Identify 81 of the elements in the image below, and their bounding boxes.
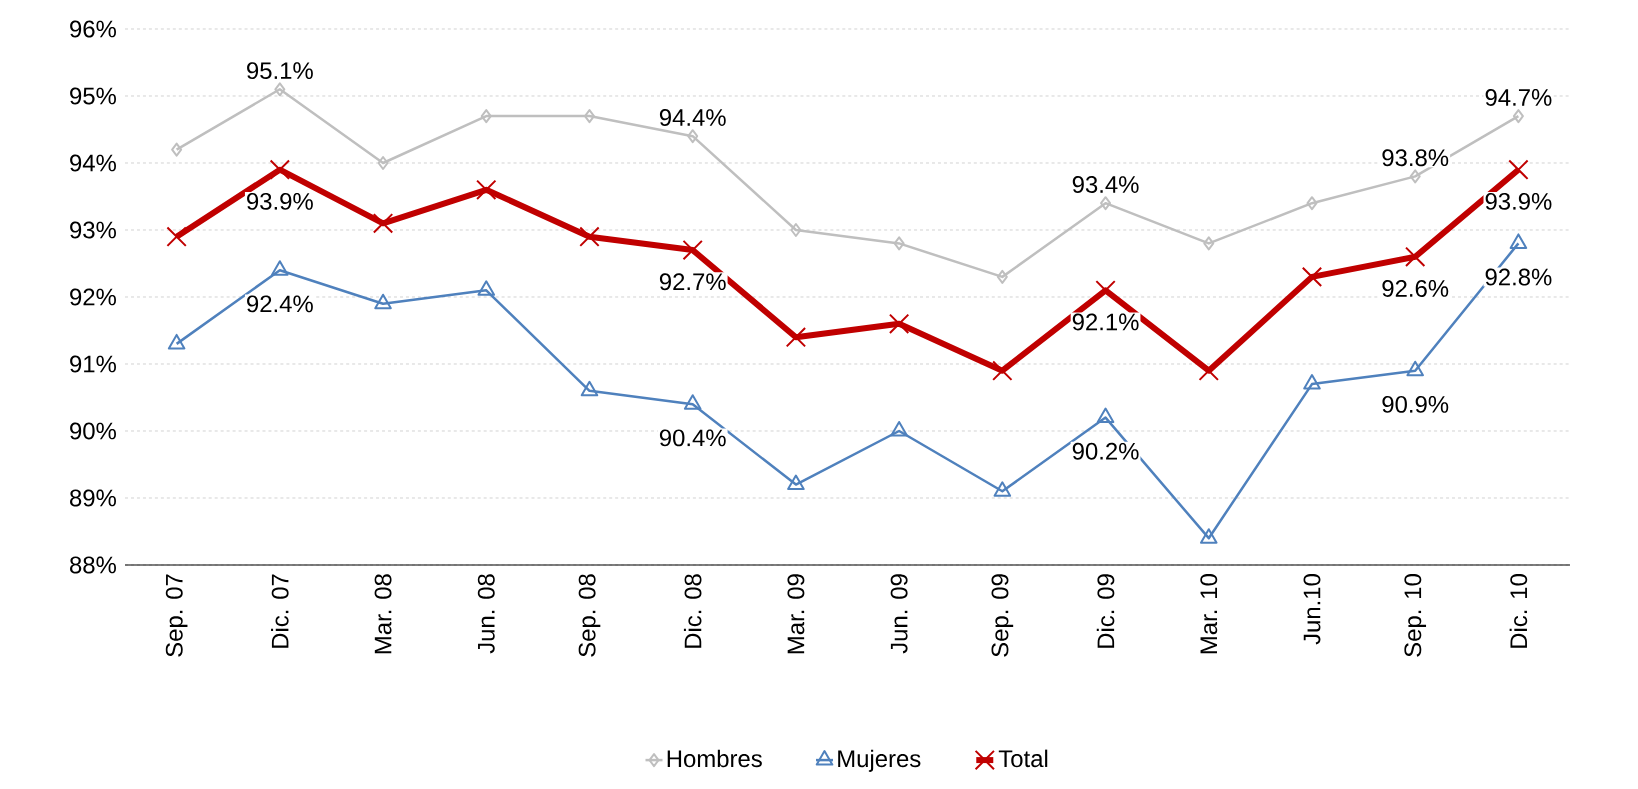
- point: [992, 360, 1013, 381]
- data-label: 92.8%: [1485, 268, 1552, 286]
- y-tick-label: 95%: [70, 87, 116, 105]
- data-label: 92.7%: [659, 273, 726, 291]
- point: [1303, 374, 1321, 390]
- point: [1301, 266, 1323, 288]
- point: [790, 222, 802, 237]
- point: [1406, 360, 1424, 377]
- point: [377, 155, 389, 170]
- point: [888, 313, 910, 334]
- data-label: 92.6%: [1382, 280, 1449, 297]
- x-tick-label: Dic. 08: [683, 574, 702, 648]
- x-tick-label: Mar. 08: [374, 574, 392, 654]
- point: [682, 239, 703, 261]
- x-tick-label: Jun.10: [1303, 574, 1321, 645]
- point: [687, 129, 699, 144]
- point: [167, 333, 186, 350]
- x-tick-label: Jun. 09: [890, 574, 908, 654]
- point: [480, 109, 492, 124]
- data-label: 90.4%: [659, 429, 726, 447]
- point: [477, 280, 496, 296]
- x-tick-label: Sep. 08: [578, 574, 601, 657]
- point: [579, 226, 600, 247]
- legend-label: Total: [998, 749, 1048, 768]
- legend-label: Hombres: [667, 749, 762, 768]
- x-tick-label: Mar. 09: [787, 574, 805, 654]
- point: [785, 327, 807, 348]
- point: [1096, 407, 1115, 424]
- y-tick-label: 94%: [70, 154, 116, 172]
- point: [890, 420, 908, 437]
- x-tick-label: Mar. 10: [1200, 574, 1218, 654]
- point: [1100, 196, 1112, 211]
- point: [271, 260, 289, 276]
- y-tick-label: 93%: [70, 221, 116, 239]
- point: [1509, 233, 1528, 249]
- point: [580, 380, 599, 397]
- data-label: 93.9%: [247, 192, 313, 210]
- data-label: 93.9%: [1485, 192, 1552, 210]
- data-label: 90.9%: [1382, 395, 1449, 413]
- y-tick-label: 89%: [70, 489, 116, 507]
- x-tick-label: Dic. 07: [271, 574, 289, 648]
- x-tick-label: Dic. 09: [1096, 574, 1115, 648]
- point: [476, 179, 497, 200]
- data-label: 95.1%: [247, 62, 313, 80]
- point: [1203, 236, 1215, 251]
- data-label: 92.4%: [247, 295, 313, 313]
- data-label: 94.7%: [1485, 88, 1552, 106]
- x-tick-label: Jun. 08: [477, 574, 495, 654]
- x-tick-label: Sep. 07: [165, 574, 188, 657]
- point: [996, 269, 1008, 284]
- point: [1512, 109, 1524, 124]
- y-tick-label: 90%: [70, 422, 116, 440]
- point: [683, 394, 702, 410]
- x-tick-label: Sep. 09: [991, 574, 1014, 657]
- point: [374, 293, 392, 310]
- point: [1199, 528, 1218, 544]
- data-label: 93.8%: [1382, 149, 1449, 167]
- point: [166, 226, 187, 247]
- x-tick-label: Dic. 10: [1509, 574, 1528, 648]
- point: [1405, 246, 1426, 267]
- data-label: 94.4%: [659, 109, 726, 126]
- point: [893, 236, 905, 251]
- data-label: 90.2%: [1072, 442, 1139, 460]
- point: [1409, 169, 1421, 184]
- point: [274, 82, 286, 97]
- y-tick-label: 91%: [70, 355, 116, 373]
- y-tick-label: 92%: [70, 288, 116, 306]
- point: [372, 213, 394, 234]
- point: [171, 142, 183, 157]
- data-label: 92.1%: [1072, 313, 1139, 331]
- y-tick-label: 88%: [70, 556, 116, 574]
- x-tick-label: Sep. 10: [1404, 574, 1427, 657]
- point: [269, 159, 291, 180]
- point: [787, 474, 805, 491]
- y-tick-label: 96%: [70, 20, 116, 38]
- point: [1306, 196, 1318, 211]
- point: [583, 109, 595, 124]
- legend-label: Mujeres: [838, 749, 921, 772]
- point: [993, 481, 1012, 497]
- point: [1508, 159, 1529, 180]
- data-label: 93.4%: [1072, 176, 1139, 193]
